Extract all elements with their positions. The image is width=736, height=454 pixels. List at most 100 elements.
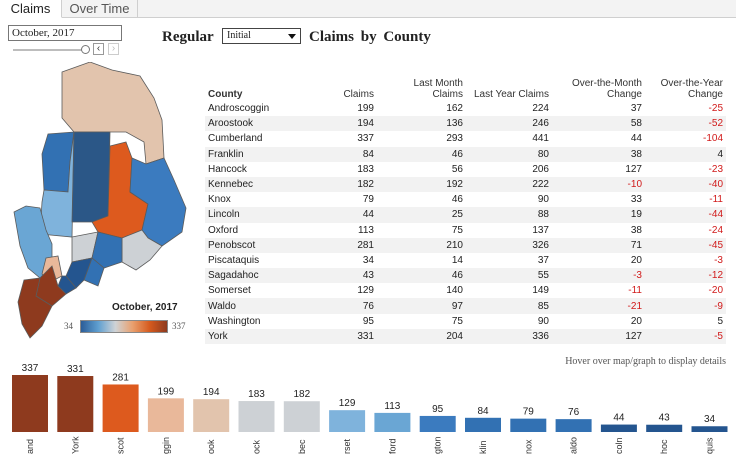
bar-value-label: 182 xyxy=(293,389,310,400)
table-row[interactable]: Cumberland 337 293 441 44 -104 xyxy=(205,131,726,146)
bar-and[interactable] xyxy=(12,375,48,432)
claim-type-dropdown[interactable]: Initial xyxy=(222,28,301,44)
county-map xyxy=(13,62,187,339)
table-row[interactable]: Oxford 113 75 137 38 -24 xyxy=(205,223,726,238)
oty-header-line-2: Change xyxy=(687,89,723,100)
bar-gton[interactable] xyxy=(419,415,456,432)
bar-value-label: 337 xyxy=(22,363,39,374)
table-row[interactable]: Franklin 84 46 80 38 4 xyxy=(205,146,726,162)
map-legend-color-scale xyxy=(80,320,168,333)
table-row[interactable]: Piscataquis 34 14 37 20 -3 xyxy=(205,253,726,268)
bar-ock[interactable] xyxy=(238,401,275,432)
bar-value-label: 129 xyxy=(339,398,356,409)
table-cell-county: Franklin xyxy=(205,146,301,162)
bar-ford[interactable] xyxy=(374,412,411,432)
bar-ggin[interactable] xyxy=(147,398,184,432)
table-cell-county: Sagadahoc xyxy=(205,268,301,284)
table-cell-claims: 76 xyxy=(301,298,377,314)
map-county-oxford[interactable] xyxy=(13,205,53,279)
date-slider-track[interactable] xyxy=(13,49,87,51)
table-row[interactable]: Knox 79 46 90 33 -11 xyxy=(205,192,726,207)
table-cell-county: Androscoggin xyxy=(208,103,270,115)
table-cell-county: Knox xyxy=(208,194,231,206)
bar-category-label: scot xyxy=(116,437,126,454)
table-cell-last-year: 246 xyxy=(466,116,552,132)
table-header-row: County Claims Last Month Claims Last Year… xyxy=(205,78,726,101)
column-header-last-year-claims[interactable]: Last Year Claims xyxy=(473,89,549,100)
table-cell-county: Piscataquis xyxy=(208,254,260,266)
table-cell-last-month: 14 xyxy=(451,254,463,266)
table-row[interactable]: York 331 204 336 127 -5 xyxy=(205,328,726,344)
bar-klin[interactable] xyxy=(465,417,501,432)
table-cell-oty: -52 xyxy=(645,116,726,132)
table-cell-last-month: 75 xyxy=(451,224,463,236)
table-cell-claims: 79 xyxy=(362,194,374,206)
table-cell-last-month: 46 xyxy=(451,194,463,206)
table-row[interactable]: Aroostook 194 136 246 58 -52 xyxy=(205,116,726,132)
table-cell-last-month: 56 xyxy=(451,163,463,175)
table-row[interactable]: Penobscot 281 210 326 71 -45 xyxy=(205,237,726,253)
previous-button[interactable]: ‹ xyxy=(93,43,104,55)
table-row[interactable]: Hancock 183 56 206 127 -23 xyxy=(205,162,726,177)
map-county-hancock[interactable] xyxy=(121,229,163,271)
column-header-over-the-month[interactable]: Over-the-Month Change xyxy=(552,78,645,101)
map-county-york[interactable] xyxy=(17,277,53,339)
next-button[interactable]: › xyxy=(108,43,119,55)
table-cell-otm: 127 xyxy=(552,328,645,344)
bar-quis[interactable] xyxy=(691,426,728,432)
bar-value-label: 281 xyxy=(112,372,129,383)
table-row[interactable]: Washington 95 75 90 20 5 xyxy=(205,314,726,329)
bar-category-label: hoc xyxy=(659,439,669,454)
table-cell-last-month: 136 xyxy=(377,116,466,132)
bar-bec[interactable] xyxy=(283,401,320,432)
map-county-lincoln[interactable] xyxy=(65,257,93,289)
caret-down-icon xyxy=(288,34,296,39)
table-row[interactable]: Androscoggin 199 162 224 37 -25 xyxy=(205,101,726,116)
table-row[interactable]: Somerset 129 140 149 -11 -20 xyxy=(205,283,726,298)
table-cell-county: Waldo xyxy=(205,298,301,314)
column-header-county[interactable]: County xyxy=(208,89,243,100)
table-cell-last-year: 336 xyxy=(466,328,552,344)
bar-hoc[interactable] xyxy=(646,424,683,432)
table-cell-county: Somerset xyxy=(208,285,251,297)
column-header-claims[interactable]: Claims xyxy=(343,89,374,100)
map-county-sagadahoc[interactable] xyxy=(57,275,77,295)
table-cell-oty: 5 xyxy=(717,315,723,327)
table-cell-otm: -21 xyxy=(552,298,645,314)
table-cell-last-year: 88 xyxy=(466,207,552,223)
map-county-waldo[interactable] xyxy=(91,231,123,269)
bar-category-label: ford xyxy=(387,438,397,454)
table-cell-claims: 129 xyxy=(357,285,374,297)
table-row[interactable]: Waldo 76 97 85 -21 -9 xyxy=(205,298,726,314)
tab-claims[interactable]: Claims xyxy=(0,0,62,18)
hover-hint: Hover over map/graph to display details xyxy=(565,356,726,367)
table-row[interactable]: Kennebec 182 192 222 -10 -40 xyxy=(205,176,726,193)
table-cell-last-year: 137 xyxy=(532,224,549,236)
tab-over-time[interactable]: Over Time xyxy=(62,0,138,18)
table-cell-oty: -104 xyxy=(702,133,723,145)
bar-coln[interactable] xyxy=(600,424,637,432)
bar-nox[interactable] xyxy=(510,418,547,432)
table-cell-oty: -9 xyxy=(645,298,726,314)
table-cell-claims: 84 xyxy=(301,146,377,162)
table-cell-last-month: 75 xyxy=(451,315,463,327)
table-row[interactable]: Sagadahoc 43 46 55 -3 -12 xyxy=(205,268,726,284)
table-cell-last-month: 46 xyxy=(377,146,466,162)
bar-york[interactable] xyxy=(57,376,94,432)
table-cell-last-month: 162 xyxy=(446,103,463,115)
bar-ook[interactable] xyxy=(193,399,230,432)
date-filter-input[interactable]: October, 2017 xyxy=(8,25,122,41)
table-row[interactable]: Lincoln 44 25 88 19 -44 xyxy=(205,207,726,223)
map-county-piscataquis[interactable] xyxy=(71,131,111,223)
date-slider-handle[interactable] xyxy=(81,45,90,54)
column-header-last-month-claims[interactable]: Last Month Claims xyxy=(377,78,466,101)
bar-rset[interactable] xyxy=(329,410,366,432)
bar-scot[interactable] xyxy=(102,384,139,432)
table-cell-last-year: 149 xyxy=(532,285,549,297)
bar-aldo[interactable] xyxy=(555,419,592,432)
table-cell-claims: 43 xyxy=(301,268,377,284)
table-cell-county: Oxford xyxy=(208,224,239,236)
claims-bar-chart: 337 and 331 York 281 scot 199 ggin 194 ook 183 ock 1… xyxy=(12,363,728,454)
column-header-over-the-year[interactable]: Over-the-Year Change xyxy=(645,78,726,101)
otm-header-line-1: Over-the-Month xyxy=(571,78,642,89)
